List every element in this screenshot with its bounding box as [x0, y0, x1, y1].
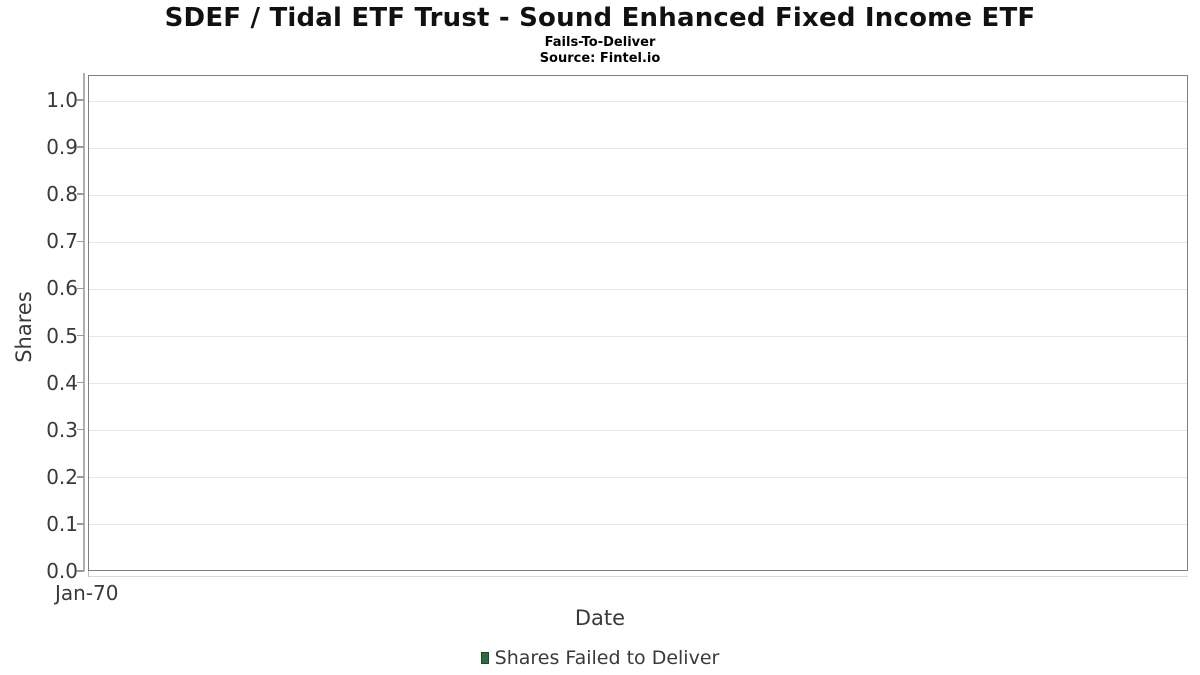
- chart-title: SDEF / Tidal ETF Trust - Sound Enhanced …: [164, 3, 1036, 33]
- y-tick-label: 0.0: [46, 559, 78, 583]
- gridline: [89, 336, 1187, 337]
- gridline: [89, 147, 1187, 149]
- y-tick-label: 0.5: [46, 323, 78, 348]
- gridline: [89, 430, 1187, 432]
- y-tick-label: 0.9: [46, 135, 78, 160]
- gridline: [89, 100, 1187, 102]
- legend-item-label: Shares Failed to Deliver: [494, 647, 720, 669]
- x-axis-line: [88, 576, 1188, 577]
- y-tick-mark: [77, 287, 84, 290]
- x-tick-label: Jan-70: [55, 581, 119, 605]
- y-tick-mark: [77, 99, 84, 101]
- y-axis-line: [83, 73, 85, 571]
- y-tick-label: 0.4: [46, 370, 78, 395]
- y-axis-title: Shares: [12, 291, 36, 363]
- legend-item: Shares Failed to Deliver: [480, 647, 720, 669]
- chart-subtitle: Fails-To-Deliver: [544, 35, 656, 50]
- gridline: [89, 241, 1187, 243]
- gridline: [89, 288, 1187, 290]
- y-tick-mark: [77, 428, 84, 431]
- y-tick-label: 0.2: [46, 464, 78, 489]
- gridline: [89, 194, 1187, 196]
- gridline: [89, 477, 1187, 479]
- chart-source: Source: Fintel.io: [539, 51, 661, 66]
- y-tick-mark: [77, 146, 84, 148]
- y-tick-mark: [77, 523, 84, 525]
- x-tick-mark: [87, 571, 89, 577]
- plot-area: [88, 75, 1188, 571]
- y-tick-label: 0.1: [46, 511, 78, 536]
- y-tick-label: 1.0: [46, 88, 78, 112]
- y-tick-label: 0.7: [46, 229, 78, 254]
- y-tick-mark: [77, 476, 84, 478]
- gridline: [89, 383, 1187, 385]
- y-tick-label: 0.3: [46, 417, 78, 442]
- y-tick-label: 0.6: [46, 276, 78, 301]
- y-tick-mark: [77, 193, 84, 195]
- legend-marker-icon: [480, 652, 489, 664]
- y-tick-mark: [77, 570, 84, 572]
- y-tick-label: 0.8: [46, 182, 78, 207]
- gridline: [89, 524, 1187, 526]
- y-tick-mark: [77, 334, 84, 337]
- x-axis-title: Date: [574, 606, 626, 630]
- legend: Shares Failed to Deliver: [0, 647, 1200, 669]
- y-tick-mark: [77, 240, 84, 243]
- y-tick-mark: [77, 381, 84, 384]
